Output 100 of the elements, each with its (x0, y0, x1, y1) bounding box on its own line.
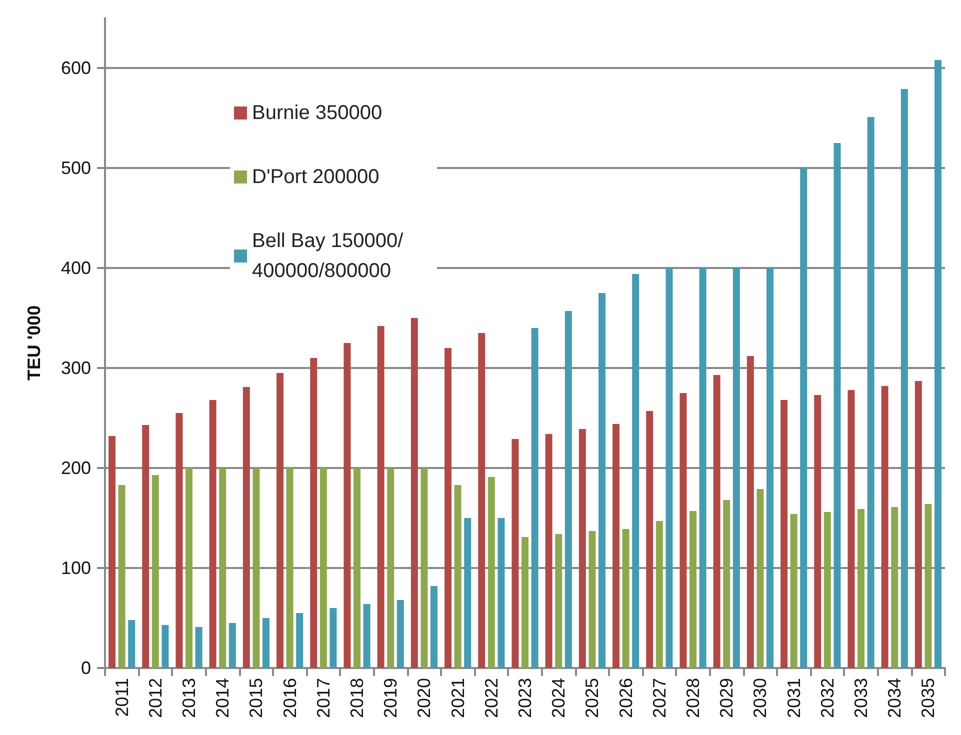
bar (228, 623, 236, 668)
x-tick-label: 2012 (145, 678, 166, 718)
x-tick-label: 2011 (112, 678, 132, 717)
bar (195, 627, 202, 668)
bar (464, 518, 472, 668)
x-tick-label: 2032 (817, 678, 838, 718)
bar (252, 468, 260, 668)
bar (824, 512, 831, 668)
x-tick-label: 2023 (515, 678, 535, 718)
bar (387, 468, 394, 668)
x-tick-label: 2024 (548, 678, 569, 718)
bar (118, 485, 126, 668)
bar (108, 436, 116, 668)
bar (723, 500, 730, 668)
bar (219, 468, 226, 668)
bar (296, 613, 304, 668)
bar (891, 507, 898, 668)
bar (699, 268, 706, 668)
bar (814, 395, 822, 668)
y-axis-title: TEU '000 (24, 305, 44, 381)
bar (522, 537, 528, 668)
bar (555, 534, 562, 668)
bar (746, 356, 754, 668)
bar (488, 477, 495, 668)
bar (377, 326, 384, 668)
bar (286, 468, 294, 668)
x-tick-label: 2028 (683, 678, 703, 718)
bar (545, 434, 552, 668)
x-tick-label: 2013 (179, 678, 199, 718)
bar (756, 489, 764, 668)
bar (632, 274, 640, 668)
bar (848, 390, 855, 668)
x-tick-label: 2031 (784, 678, 804, 718)
y-tick-label: 200 (60, 458, 91, 478)
bar (800, 168, 808, 668)
bar (186, 468, 192, 668)
bar (858, 509, 864, 668)
bar (363, 604, 370, 668)
bar (881, 386, 888, 668)
bar (867, 117, 874, 668)
bar (622, 529, 630, 668)
x-tick-label: 2022 (481, 678, 502, 718)
legend-label: Burnie 350000 (252, 102, 382, 124)
bar (330, 608, 337, 668)
bar (598, 293, 606, 668)
bar (176, 413, 183, 668)
x-tick-label: 2034 (884, 678, 905, 718)
bar (498, 518, 505, 668)
bar (588, 531, 596, 668)
bar (934, 60, 942, 668)
bar (612, 424, 620, 668)
y-tick-label: 100 (60, 558, 91, 578)
x-tick-label: 2019 (380, 678, 401, 718)
bar (900, 89, 908, 668)
x-tick-label: 2033 (851, 678, 871, 718)
bar (410, 318, 418, 668)
legend-label: Bell Bay 150000/ 400000/800000 (252, 230, 409, 282)
bar (209, 400, 216, 668)
bar (531, 328, 538, 668)
x-tick-label: 2025 (582, 678, 602, 718)
x-tick-label: 2017 (313, 678, 334, 718)
bar (430, 586, 438, 668)
bar (262, 618, 270, 668)
x-tick-label: 2020 (414, 678, 434, 718)
bar (444, 348, 452, 668)
bar (320, 468, 327, 668)
bar (780, 400, 788, 668)
x-tick-label: 2016 (280, 678, 300, 718)
y-tick-label: 600 (60, 58, 91, 78)
bar (656, 521, 663, 668)
bar (354, 468, 360, 668)
bar (242, 387, 250, 668)
bar (646, 411, 654, 668)
bar (162, 625, 169, 668)
bar (578, 429, 586, 668)
bar (732, 268, 740, 668)
x-tick-label: 2026 (616, 678, 636, 718)
bar (680, 393, 687, 668)
bar (666, 268, 673, 668)
bar (310, 358, 318, 668)
bar (276, 373, 284, 668)
bar (834, 143, 841, 668)
bar (344, 343, 351, 668)
bar (690, 511, 696, 668)
x-tick-label: 2035 (918, 678, 938, 718)
x-tick-label: 2027 (649, 678, 670, 718)
bar (790, 514, 798, 668)
legend-label: D'Port 200000 (252, 166, 380, 188)
bar (564, 311, 572, 668)
x-tick-label: 2030 (750, 678, 770, 718)
bar (478, 333, 486, 668)
x-tick-label: 2015 (246, 678, 266, 718)
x-tick-label: 2018 (347, 678, 367, 718)
y-tick-label: 300 (60, 358, 91, 378)
bar (152, 475, 159, 668)
x-tick-label: 2021 (448, 678, 468, 718)
bar (142, 425, 150, 668)
y-tick-label: 500 (60, 158, 91, 178)
bar (512, 439, 519, 668)
bar (713, 375, 720, 668)
